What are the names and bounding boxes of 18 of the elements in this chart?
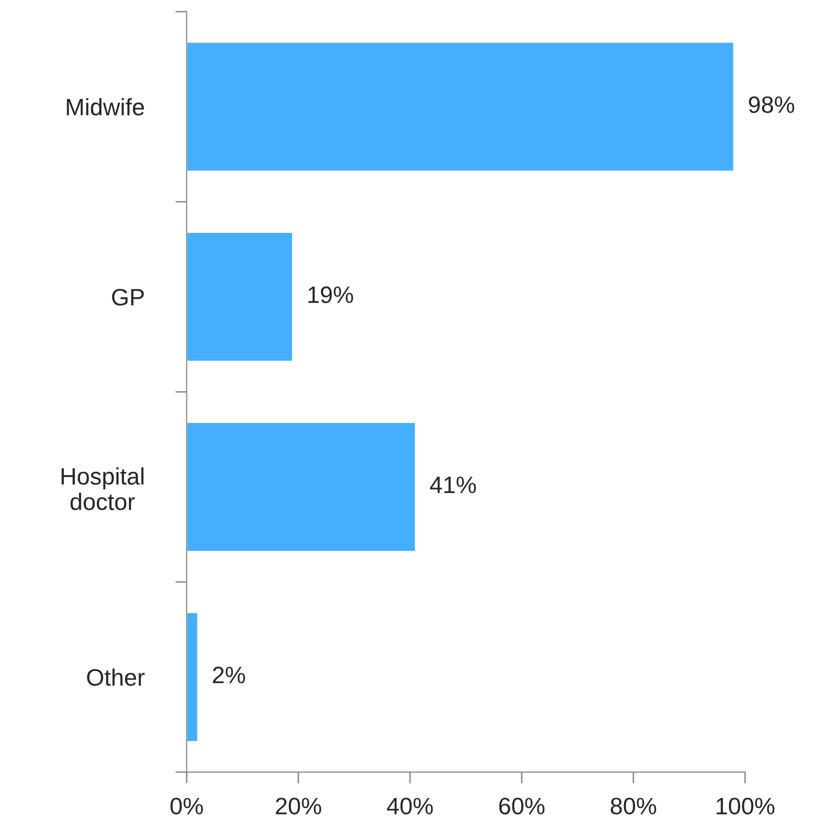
data-label: 98% — [748, 96, 794, 114]
y-tick-label: Hospital doctor — [62, 467, 144, 510]
x-tick-label: 0% — [170, 798, 203, 814]
data-label: 2% — [212, 666, 246, 684]
data-label: 19% — [308, 286, 354, 304]
x-tick-label: 100% — [716, 798, 774, 814]
data-label: 41% — [430, 476, 476, 494]
y-tick-label: GP — [112, 288, 144, 306]
y-tick-label: Midwife — [66, 98, 144, 116]
y-tick-label: Other — [87, 668, 145, 686]
bar — [186, 231, 294, 362]
bar — [186, 41, 735, 172]
bar — [186, 422, 416, 552]
x-tick-label: 20% — [276, 798, 322, 814]
x-tick-label: 40% — [386, 798, 433, 814]
bar — [186, 612, 199, 742]
x-tick-label: 60% — [499, 798, 544, 814]
x-tick-label: 80% — [610, 798, 656, 814]
